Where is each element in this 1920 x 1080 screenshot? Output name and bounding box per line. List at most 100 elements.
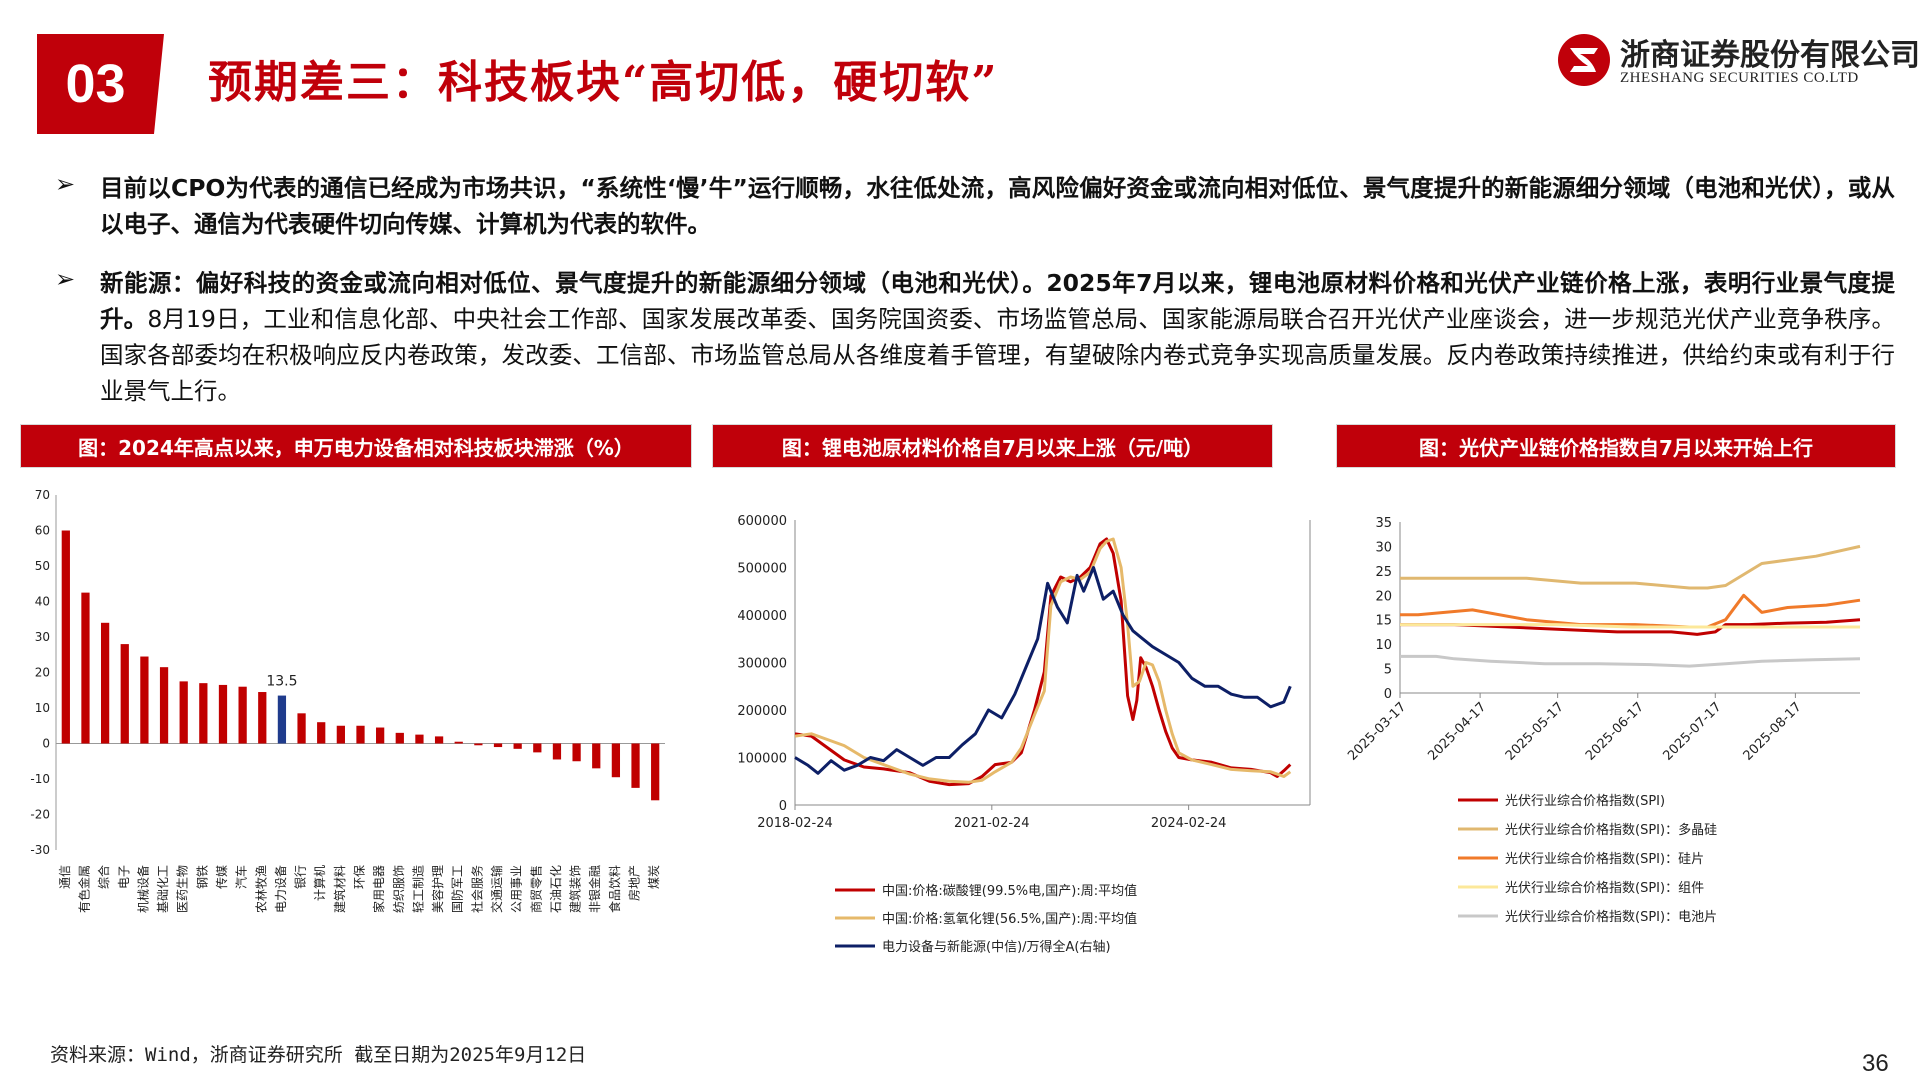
y-tick-label: 30 (35, 630, 50, 644)
legend-label: 光伏行业综合价格指数(SPI) (1505, 793, 1665, 809)
legend-label: 光伏行业综合价格指数(SPI)：组件 (1505, 880, 1704, 896)
bar (631, 743, 640, 788)
y-tick-label: 70 (35, 488, 50, 502)
y-tick-label: -30 (30, 843, 50, 857)
bar (238, 686, 247, 744)
x-tick-label: 建筑材料 (332, 865, 347, 913)
company-logo-icon (1558, 34, 1610, 86)
x-tick-label: 2025-08-17 (1741, 700, 1805, 764)
x-tick-label: 非银金融 (587, 865, 602, 913)
x-tick-label: 美容护理 (430, 865, 445, 913)
y-left-tick-label: 0 (779, 799, 787, 814)
bar (100, 622, 110, 744)
x-tick-label: 综合 (96, 865, 111, 889)
bullet-2-bold: 新能源：偏好科技的资金或流向相对低位、景气度提升的新能源细分领域（电池和光伏）。… (100, 269, 1895, 333)
x-tick-label: 2018-02-24 (757, 816, 833, 831)
series-line (1400, 623, 1860, 629)
y-tick-label: 25 (1375, 565, 1392, 580)
x-tick-label: 煤炭 (647, 865, 661, 889)
x-tick-label: 机械设备 (135, 865, 150, 913)
y-tick-label: 50 (35, 559, 50, 573)
y-tick-label: 15 (1375, 614, 1392, 629)
bullet-arrow-icon: ➢ (55, 265, 76, 293)
data-label: 13.5 (266, 674, 297, 690)
y-tick-label: 0 (42, 737, 50, 751)
x-tick-label: 商贸零售 (528, 865, 543, 913)
legend-label: 光伏行业综合价格指数(SPI)：硅片 (1505, 851, 1704, 867)
bar (140, 656, 149, 744)
y-tick-label: 5 (1384, 663, 1392, 678)
x-tick-label: 基础化工 (156, 865, 170, 913)
x-tick-label: 电力设备 (274, 865, 288, 913)
x-tick-label: 电子 (117, 865, 131, 889)
bar (474, 743, 483, 746)
x-tick-label: 2021-02-24 (954, 816, 1030, 831)
y-left-tick-label: 300000 (737, 657, 787, 672)
x-tick-label: 钢铁 (195, 865, 209, 889)
x-tick-label: 2025-07-17 (1661, 700, 1725, 764)
x-tick-label: 交通运输 (489, 865, 504, 913)
bullet-2-normal: 8月19日，工业和信息化部、中央社会工作部、国家发展改革委、国务院国资委、市场监… (100, 305, 1896, 405)
x-tick-label: 传媒 (214, 865, 229, 889)
bar (81, 592, 90, 744)
y-tick-label: 60 (35, 524, 50, 538)
bar-chart-relative-return: -30 -20 -10 0 10 20 30 40 50 60 70 通信 有色金属 综合 电子 机械设备 基础… (30, 488, 665, 913)
bar (277, 695, 287, 744)
bar (218, 684, 228, 744)
y-tick-label: 40 (35, 595, 50, 609)
y-left-tick-label: 100000 (737, 752, 787, 767)
y-tick-label: -10 (30, 772, 50, 786)
page-number: 36 (1862, 1050, 1889, 1077)
company-name-en: ZHESHANG SECURITIES CO.LTD (1620, 70, 1859, 86)
x-tick-label: 银行 (294, 865, 308, 889)
bar (493, 743, 503, 748)
legend-label: 中国:价格:碳酸锂(99.5%电,国产):周:平均值 (882, 883, 1137, 899)
x-tick-label: 2025-03-17 (1345, 700, 1409, 764)
legend-label: 光伏行业综合价格指数(SPI)：电池片 (1505, 909, 1717, 925)
bar (356, 725, 365, 744)
x-tick-label: 2025-06-17 (1583, 700, 1647, 764)
bar (317, 722, 326, 744)
bar (120, 644, 129, 744)
x-tick-label: 家用电器 (371, 865, 386, 913)
y-left-tick-label: 600000 (737, 514, 787, 529)
bullet-1-bold: 目前以CPO为代表的通信已经成为市场共识，“系统性‘慢’牛”运行顺畅，水往低处流… (100, 174, 1895, 238)
bar (651, 743, 660, 801)
bar (179, 681, 188, 744)
series-line (794, 537, 1292, 784)
series-line (1400, 654, 1861, 668)
x-tick-label: 国防军工 (450, 865, 465, 913)
bullet-1-text: 目前以CPO为代表的通信已经成为市场共识，“系统性‘慢’牛”运行顺畅，水往低处流… (100, 170, 1895, 242)
x-tick-label: 食品饮料 (607, 865, 622, 913)
x-tick-label: 2025-04-17 (1425, 700, 1489, 764)
source-note: 资料来源：Wind，浙商证券研究所 截至日期为2025年9月12日 (50, 1044, 587, 1066)
x-tick-label: 房地产 (627, 865, 642, 901)
y-tick-label: 35 (1375, 516, 1392, 531)
x-tick-label: 环保 (353, 865, 367, 889)
series-line (794, 537, 1292, 787)
series-line (1400, 618, 1861, 636)
y-tick-label: -20 (30, 808, 50, 822)
legend-label: 电力设备与新能源(中信)/万得全A(右轴) (882, 939, 1111, 955)
bar (61, 530, 70, 744)
x-tick-label: 汽车 (234, 865, 249, 889)
x-tick-label: 农林牧渔 (254, 865, 268, 913)
bar (376, 727, 385, 744)
y-tick-label: 20 (1375, 589, 1392, 604)
x-tick-label: 石油石化 (549, 865, 563, 913)
series-line (794, 566, 1292, 775)
x-tick-label: 建筑装饰 (568, 865, 583, 913)
bullet-arrow-icon: ➢ (55, 170, 76, 198)
bar (454, 741, 463, 744)
section-number-badge: 03 (37, 34, 164, 134)
chart-3-title: 图：光伏产业链价格指数自7月以来开始上行 (1336, 424, 1896, 468)
x-tick-label: 轻工制造 (411, 865, 425, 913)
bar (434, 736, 444, 744)
bar (258, 692, 267, 744)
chart-2-title: 图：锂电池原材料价格自7月以来上涨（元/吨） (712, 424, 1273, 468)
x-tick-label: 通信 (58, 865, 72, 889)
x-tick-label: 纺织服饰 (392, 865, 406, 913)
x-tick-label: 公用事业 (510, 865, 524, 913)
bar (572, 743, 581, 762)
